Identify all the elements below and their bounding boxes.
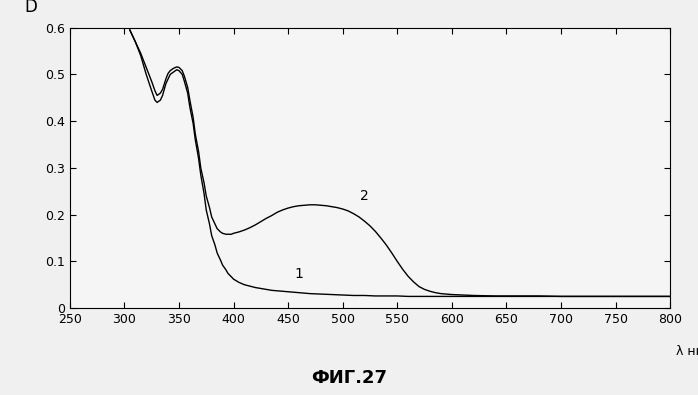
Text: λ нм: λ нм [676, 344, 698, 357]
Text: ФИГ.27: ФИГ.27 [311, 369, 387, 387]
Text: 1: 1 [295, 267, 304, 282]
Text: D: D [24, 0, 37, 17]
Text: 2: 2 [360, 189, 369, 203]
